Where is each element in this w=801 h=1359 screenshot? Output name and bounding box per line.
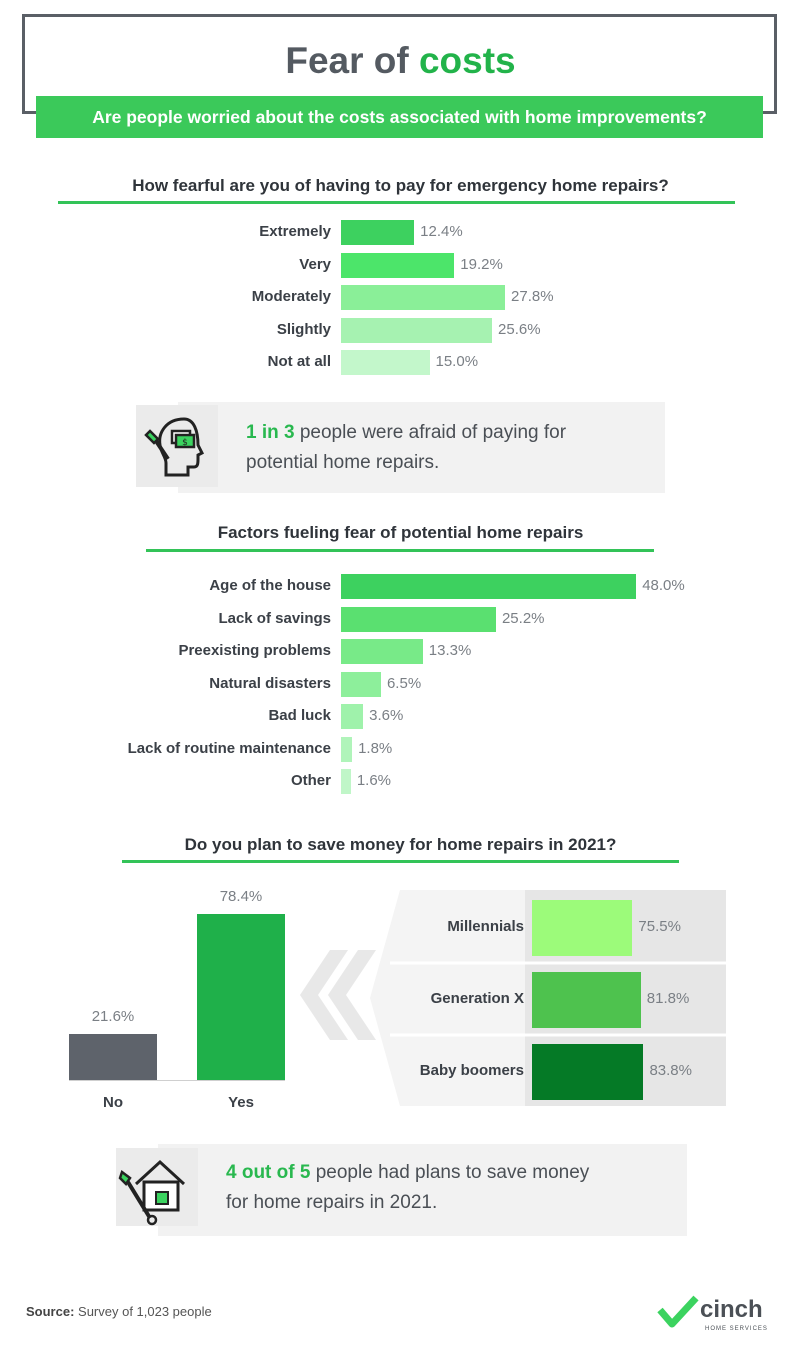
bar-value-label: 25.2% [501,609,545,627]
chart3-rule [122,860,679,863]
callout-1 [178,402,665,493]
bar-value-label: 83.8% [649,1062,692,1079]
bar [341,574,637,599]
bar-label: Not at all [267,353,331,370]
baseline [69,1080,285,1081]
chart2-rule [146,549,654,552]
chart1-title: How fearful are you of having to pay for… [132,176,669,195]
chart3-save-plans: 21.6% No 78.4% Yes [40,880,310,1120]
bar-label: Moderately [251,288,331,305]
bar-label: Lack of routine maintenance [127,739,331,757]
bar-value-label: 12.4% [420,223,463,240]
bar-label: Generation X [430,990,524,1007]
bar-label: Millennials [447,918,524,935]
bar-label: Yes [228,1094,254,1111]
head-money-wrench-icon: $ [144,417,205,477]
bar-value-label: 13.3% [428,642,472,659]
bar-value-label: 21.6% [91,1008,135,1026]
bar-value-label: 3.6% [369,707,404,724]
bar-value-label: 27.8% [511,288,554,305]
bar-label: Preexisting problems [178,642,331,659]
bar-value-label: 48.0% [642,577,685,594]
bar-label: Other [290,772,331,789]
chart3-title: Do you plan to save money for home repai… [184,835,617,854]
bar-label: Bad luck [268,707,331,724]
bar-value-label: 81.8% [646,990,690,1007]
bar [341,639,423,664]
bar [341,252,455,278]
cinch-logo-text: cinch [700,1296,763,1323]
callout-2-icon-tile [116,1148,198,1226]
bar-value-label: 15.0% [435,353,479,370]
house-wrench-icon [118,1159,186,1226]
bar-label: Slightly [276,320,331,338]
bar-value-label: 78.4% [219,887,263,905]
cinch-check-logo-icon [657,1295,699,1328]
callout-2 [158,1144,687,1236]
callout-1-text: 1 in 3 people were afraid of paying for p… [246,422,567,473]
bar [197,913,285,1080]
bar-value-label: 1.6% [356,772,392,789]
bar-value-label: 19.2% [460,255,503,273]
bar-label: Baby boomers [419,1062,524,1079]
bar [341,736,353,762]
bar-label: Lack of savings [218,609,331,627]
page-subtitle: Are people worried about the costs assoc… [36,96,763,138]
source-note: Source: Survey of 1,023 people [26,1304,212,1319]
bar-label: No [103,1094,123,1111]
bar [341,350,430,375]
bar [341,704,364,729]
callout-2-text: 4 out of 5 people had plans to save mone… [226,1162,590,1213]
bar [532,1044,644,1100]
bar [341,769,351,794]
svg-text:$: $ [182,438,188,448]
bar-value-label: 75.5% [638,918,681,935]
chart4-generations: Millennials 75.5% Generation X 81.8% Baby bo… [330,890,730,1106]
bar [341,671,381,697]
chart2-title: Factors fueling fear of potential home r… [217,523,584,542]
bar-value-label: 1.8% [358,739,393,757]
cinch-logo-subtitle: HOME SERVICES [705,1326,768,1332]
bar [341,220,415,245]
chart2-factors: Age of the house 48.0% Lack of savings 25.2… [0,574,801,804]
bar [532,972,641,1028]
bar-value-label: 25.6% [498,320,541,338]
bar [341,285,506,310]
bar-label: Age of the house [209,577,331,594]
chart1-fear-levels: Extremely 12.4% Very 19.2% Moderately 27.8% Sl… [0,220,801,390]
bar [69,1034,157,1080]
page-title: Fear of costs [285,40,516,81]
callout-1-icon-tile: $ [136,405,218,487]
bar-value-label: 6.5% [386,674,422,692]
bar-label: Natural disasters [209,674,331,692]
bar [532,900,633,956]
chevron-left-icon [300,950,376,1040]
chart1-rule [58,201,735,204]
bar [341,606,496,632]
bar [341,317,493,343]
bar-label: Very [299,255,331,273]
bar-label: Extremely [259,223,331,240]
